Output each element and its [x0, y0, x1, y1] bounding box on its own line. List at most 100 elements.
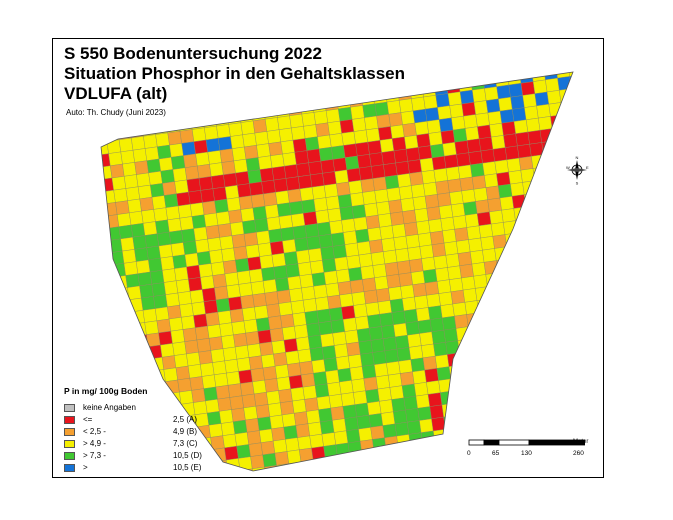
field-cell — [127, 372, 142, 387]
field-cell — [101, 240, 111, 255]
field-cell — [278, 214, 293, 230]
field-cell — [363, 289, 379, 304]
field-cell — [346, 167, 361, 183]
field-cell — [348, 267, 363, 282]
field-cell — [401, 470, 416, 471]
north-arrow-icon: N W E S — [566, 155, 589, 185]
field-cell — [302, 385, 317, 400]
field-cell — [229, 395, 244, 410]
field-cell — [567, 72, 573, 77]
field-cell — [398, 359, 413, 374]
field-cell — [361, 451, 376, 466]
field-cell — [372, 176, 387, 191]
field-cell — [381, 324, 396, 339]
field-cell — [235, 171, 250, 186]
field-cell — [459, 350, 474, 366]
field-cell — [330, 232, 346, 247]
field-cell — [334, 82, 349, 97]
field-cell — [360, 265, 375, 280]
field-cell — [594, 332, 605, 346]
field-cell — [497, 270, 513, 286]
field-cell — [435, 93, 450, 108]
field-cell — [53, 197, 67, 211]
field-cell — [101, 191, 104, 206]
field-cell — [235, 84, 250, 99]
field-cell — [505, 145, 520, 160]
field-cell — [298, 87, 313, 103]
field-cell — [53, 110, 67, 124]
field-cell — [517, 230, 532, 246]
field-cell — [490, 396, 505, 411]
field-cell — [580, 61, 594, 75]
field-cell — [498, 96, 513, 112]
field-cell — [450, 376, 465, 392]
field-cell — [549, 375, 564, 390]
field-cell — [436, 453, 451, 468]
field-cell — [371, 164, 386, 179]
field-cell — [187, 364, 203, 379]
field-cell — [463, 201, 478, 216]
field-cell — [104, 301, 119, 316]
field-cell — [191, 214, 207, 229]
field-cell — [490, 309, 505, 324]
field-cell — [70, 232, 84, 246]
field-cell — [284, 164, 299, 179]
field-cell — [278, 127, 294, 143]
legend-swatch-a — [64, 415, 75, 424]
field-cell — [231, 233, 246, 249]
field-cell — [386, 100, 402, 115]
field-cell — [327, 381, 342, 397]
field-cell — [142, 308, 158, 323]
field-cell — [247, 343, 262, 358]
field-cell — [311, 359, 326, 374]
field-cell — [177, 204, 193, 219]
field-cell — [420, 72, 435, 85]
field-cell — [375, 374, 391, 390]
field-cell — [526, 117, 541, 133]
field-cell — [594, 245, 604, 259]
field-cell — [592, 59, 604, 73]
field-cell — [534, 178, 549, 194]
field-cell — [233, 158, 248, 174]
field-cell — [269, 414, 284, 430]
field-cell — [290, 386, 305, 402]
field-cell — [417, 319, 432, 334]
field-cell — [231, 146, 247, 162]
field-cell — [355, 141, 370, 157]
field-cell — [495, 345, 511, 360]
field-cell — [430, 230, 445, 246]
field-cell — [310, 86, 325, 101]
field-cell — [122, 162, 137, 177]
field-cell — [360, 439, 375, 454]
field-cell — [574, 372, 588, 386]
field-cell — [196, 251, 212, 266]
field-cell — [508, 83, 523, 98]
field-cell — [74, 256, 88, 270]
field-cell — [332, 244, 347, 259]
field-cell — [369, 239, 384, 254]
field-cell — [136, 259, 151, 274]
field-cell — [437, 192, 452, 207]
scale-tick-260: 260 — [573, 450, 584, 457]
field-cell — [191, 476, 205, 478]
field-cell — [202, 287, 217, 302]
field-cell — [261, 266, 276, 282]
field-cell — [233, 245, 248, 261]
field-cell — [530, 241, 546, 256]
field-cell — [328, 393, 344, 409]
field-cell — [101, 276, 116, 292]
field-cell — [192, 127, 207, 142]
field-cell — [594, 158, 604, 172]
field-cell — [353, 129, 368, 144]
field-cell — [157, 144, 172, 160]
field-cell — [342, 404, 357, 419]
field-cell — [358, 340, 373, 355]
field-cell — [207, 237, 222, 252]
field-cell — [421, 343, 436, 359]
field-cell — [283, 425, 298, 440]
field-cell — [435, 354, 450, 369]
field-cell — [67, 207, 81, 221]
field-cell — [485, 359, 500, 374]
field-cell — [230, 134, 245, 149]
field-cell — [262, 452, 277, 468]
